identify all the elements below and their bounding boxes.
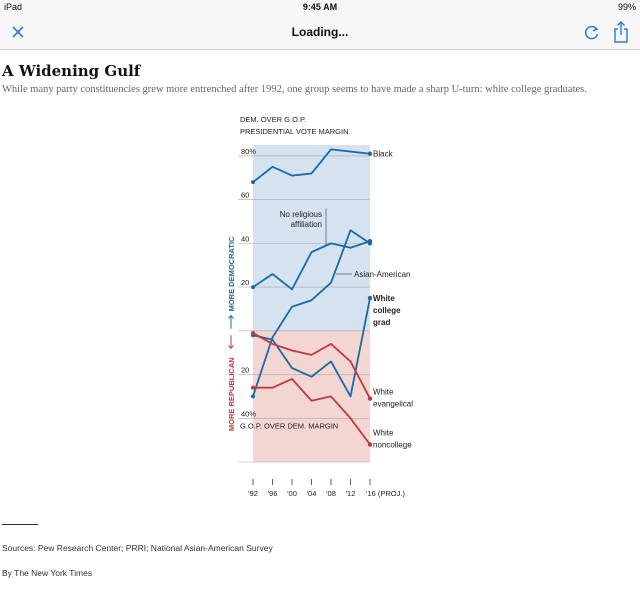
- clock: 9:45 AM: [302, 2, 338, 12]
- headline: A Widening Gulf: [2, 62, 141, 80]
- series-end-point: [367, 396, 373, 401]
- share-button[interactable]: [612, 20, 630, 44]
- x-tick-label: '08: [326, 489, 336, 498]
- series-label-no-religious: No religious: [280, 210, 322, 219]
- battery-percent: 99%: [617, 2, 636, 12]
- y-tick-label: 60: [241, 191, 249, 200]
- x-tick-label: '04: [307, 489, 317, 498]
- chart-title-line-2: PRESIDENTIAL VOTE MARGIN: [240, 127, 349, 136]
- y-tick-label: 20: [241, 366, 249, 375]
- series-start-point: [251, 180, 255, 185]
- nav-title: Loading...: [291, 25, 349, 39]
- x-tick-label: '92: [248, 489, 258, 498]
- y-tick-label: 40: [241, 234, 249, 243]
- x-tick-label: '00: [287, 489, 297, 498]
- close-button[interactable]: [8, 22, 28, 42]
- series-end-point: [367, 442, 373, 447]
- refresh-button[interactable]: [582, 22, 602, 42]
- series-label-no-religious: affiliation: [291, 220, 322, 229]
- series-line: [252, 240, 371, 291]
- y-tick-label: 40%: [241, 409, 256, 418]
- series-line: [252, 229, 371, 397]
- series-end-point: [367, 241, 373, 246]
- x-tick-label: '16 (PROJ.): [366, 489, 405, 498]
- series-label-noncollege: noncollege: [373, 441, 412, 450]
- series-label-evangelical: White: [373, 388, 394, 397]
- refresh-icon: [584, 25, 599, 40]
- series-start-point: [251, 331, 255, 336]
- bottom-axis-title: G.O.P. OVER DEM. MARGIN: [240, 421, 338, 430]
- series-line: [252, 332, 371, 400]
- series-start-point: [251, 385, 255, 390]
- close-icon: [12, 26, 24, 38]
- series-line: [252, 148, 371, 183]
- series-label-black: Black: [373, 150, 394, 159]
- chart-title-line-1: DEM. OVER G.O.P.: [240, 115, 306, 124]
- republican-band: [253, 330, 370, 462]
- device-label: iPad: [4, 2, 23, 12]
- series-start-point: [251, 394, 255, 399]
- series-label-white-college: grad: [373, 318, 390, 327]
- x-tick-label: '96: [268, 489, 278, 498]
- y-tick-label: 80%: [241, 147, 256, 156]
- vote-margin-chart: DEM. OVER G.O.P. PRESIDENTIAL VOTE MARGIN…: [227, 115, 413, 498]
- x-tick-label: '12: [346, 489, 356, 498]
- series-label-white-college: White: [373, 294, 395, 303]
- divider: [2, 524, 38, 525]
- subhead: While many party constituencies grew mor…: [2, 84, 587, 95]
- rep-arrow-head: [228, 344, 234, 350]
- series-line: [252, 297, 371, 398]
- share-icon: [614, 21, 628, 43]
- series-start-point: [251, 285, 255, 290]
- series-label-white-college: college: [373, 306, 401, 315]
- series-label-noncollege: White: [373, 429, 394, 438]
- sources-note: Sources: Pew Research Center; PRRI; Nati…: [2, 543, 273, 553]
- status-bar: iPad 9:45 AM 99%: [0, 0, 640, 14]
- series-label-evangelical: evangelical: [373, 400, 413, 409]
- series-end-point: [367, 295, 373, 301]
- dem-arrow-head: [228, 314, 234, 319]
- nav-bar: Loading...: [0, 14, 640, 50]
- series-line: [253, 378, 371, 446]
- y-tick-label: 20: [241, 278, 249, 287]
- y-axis-rep-label: MORE REPUBLICAN: [227, 357, 236, 431]
- series-end-point: [367, 151, 373, 156]
- y-axis-dem-label: MORE DEMOCRATIC: [227, 236, 236, 311]
- byline: By The New York Times: [2, 568, 93, 578]
- series-label-asian: Asian-American: [354, 270, 410, 279]
